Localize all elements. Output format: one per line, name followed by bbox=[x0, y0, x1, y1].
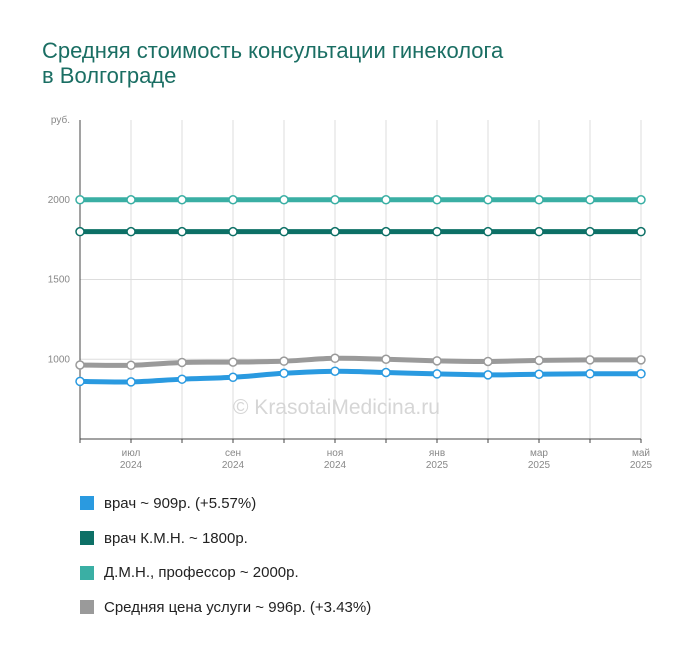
data-point[interactable] bbox=[75, 195, 85, 205]
data-point[interactable] bbox=[636, 369, 646, 379]
data-point[interactable] bbox=[534, 369, 544, 379]
y-tick-label: 2000 bbox=[48, 195, 71, 206]
data-point[interactable] bbox=[534, 226, 544, 237]
data-point[interactable] bbox=[228, 195, 238, 205]
data-point[interactable] bbox=[636, 195, 646, 205]
data-point[interactable] bbox=[177, 357, 187, 368]
legend: врач ~ 909р. (+5.57%) врач К.М.Н. ~ 1800… bbox=[80, 486, 371, 625]
x-tick-label-year: 2024 bbox=[222, 460, 245, 471]
x-tick-label-month: май bbox=[632, 448, 650, 459]
data-point[interactable] bbox=[381, 195, 391, 205]
legend-swatch bbox=[80, 565, 94, 580]
data-point[interactable] bbox=[228, 372, 238, 383]
y-tick-label: 1500 bbox=[48, 275, 71, 286]
data-point[interactable] bbox=[75, 226, 85, 237]
legend-label: Средняя цена услуги ~ 996р. (+3.43%) bbox=[104, 598, 372, 616]
x-tick-label-year: 2025 bbox=[528, 460, 551, 471]
chart-title-line-2: в Волгограде bbox=[42, 63, 177, 88]
data-point[interactable] bbox=[126, 377, 136, 387]
data-point[interactable] bbox=[279, 368, 289, 379]
watermark: © KrasotaiMedicina.ru bbox=[233, 396, 440, 419]
grid bbox=[79, 120, 642, 439]
data-point[interactable] bbox=[381, 226, 391, 237]
legend-swatch bbox=[80, 600, 94, 615]
data-point[interactable] bbox=[330, 353, 340, 364]
x-tick-label-year: 2025 bbox=[426, 460, 449, 471]
legend-label: врач ~ 909р. (+5.57%) bbox=[104, 494, 257, 512]
legend-swatch bbox=[80, 496, 94, 511]
x-tick-label-month: июл bbox=[122, 448, 141, 459]
data-points bbox=[75, 195, 646, 387]
data-point[interactable] bbox=[534, 195, 544, 205]
data-point[interactable] bbox=[534, 355, 544, 366]
data-point[interactable] bbox=[75, 376, 85, 387]
chart-title: Средняя стоимость консультации гинеколог… bbox=[42, 38, 662, 88]
data-point[interactable] bbox=[126, 360, 136, 371]
data-point[interactable] bbox=[432, 356, 442, 366]
data-point[interactable] bbox=[228, 226, 238, 237]
data-point[interactable] bbox=[381, 367, 391, 378]
legend-item[interactable]: врач ~ 909р. (+5.57%) bbox=[80, 486, 371, 521]
data-point[interactable] bbox=[330, 195, 340, 205]
data-point[interactable] bbox=[126, 226, 136, 237]
x-tick-label-year: 2024 bbox=[120, 460, 143, 471]
series-line bbox=[77, 368, 644, 385]
data-point[interactable] bbox=[636, 355, 646, 365]
data-point[interactable] bbox=[279, 226, 289, 237]
data-point[interactable] bbox=[330, 366, 340, 376]
data-point[interactable] bbox=[330, 226, 340, 237]
legend-label: врач К.М.Н. ~ 1800р. bbox=[104, 529, 248, 547]
legend-item[interactable]: Д.М.Н., профессор ~ 2000р. bbox=[80, 555, 371, 590]
x-tick-label-month: ноя bbox=[327, 448, 344, 459]
x-tick-label-year: 2024 bbox=[324, 460, 347, 471]
x-tick-label-month: янв bbox=[429, 448, 445, 459]
legend-label: Д.М.Н., профессор ~ 2000р. bbox=[104, 564, 299, 582]
x-tick-label-year: 2025 bbox=[630, 460, 653, 471]
data-point[interactable] bbox=[432, 195, 442, 205]
data-point[interactable] bbox=[585, 195, 595, 205]
legend-item[interactable]: Средняя цена услуги ~ 996р. (+3.43%) bbox=[80, 590, 371, 625]
data-point[interactable] bbox=[483, 195, 493, 205]
data-point[interactable] bbox=[585, 226, 595, 237]
data-point[interactable] bbox=[279, 195, 289, 205]
data-point[interactable] bbox=[432, 369, 442, 379]
data-point[interactable] bbox=[483, 356, 493, 367]
data-point[interactable] bbox=[75, 360, 85, 370]
y-axis-unit: руб. bbox=[51, 114, 70, 126]
data-point[interactable] bbox=[177, 195, 187, 205]
data-point[interactable] bbox=[177, 374, 187, 384]
y-tick-label: 1000 bbox=[48, 354, 71, 365]
data-point[interactable] bbox=[636, 226, 646, 237]
data-point[interactable] bbox=[381, 354, 391, 364]
line-chart: 100015002000руб.июл2024сен2024ноя2024янв… bbox=[48, 114, 653, 471]
data-point[interactable] bbox=[228, 357, 238, 367]
chart-title-line-1: Средняя стоимость консультации гинеколог… bbox=[42, 38, 504, 63]
data-point[interactable] bbox=[432, 226, 442, 237]
series-lines bbox=[77, 197, 644, 385]
data-point[interactable] bbox=[177, 226, 187, 237]
data-point[interactable] bbox=[279, 356, 289, 366]
data-point[interactable] bbox=[585, 355, 595, 365]
x-tick-label-month: мар bbox=[530, 448, 548, 459]
legend-swatch bbox=[80, 531, 94, 546]
data-point[interactable] bbox=[585, 369, 595, 379]
x-tick-label-month: сен bbox=[225, 448, 241, 459]
data-point[interactable] bbox=[483, 226, 493, 237]
data-point[interactable] bbox=[126, 195, 136, 205]
data-point[interactable] bbox=[483, 370, 493, 380]
legend-item[interactable]: врач К.М.Н. ~ 1800р. bbox=[80, 521, 371, 556]
